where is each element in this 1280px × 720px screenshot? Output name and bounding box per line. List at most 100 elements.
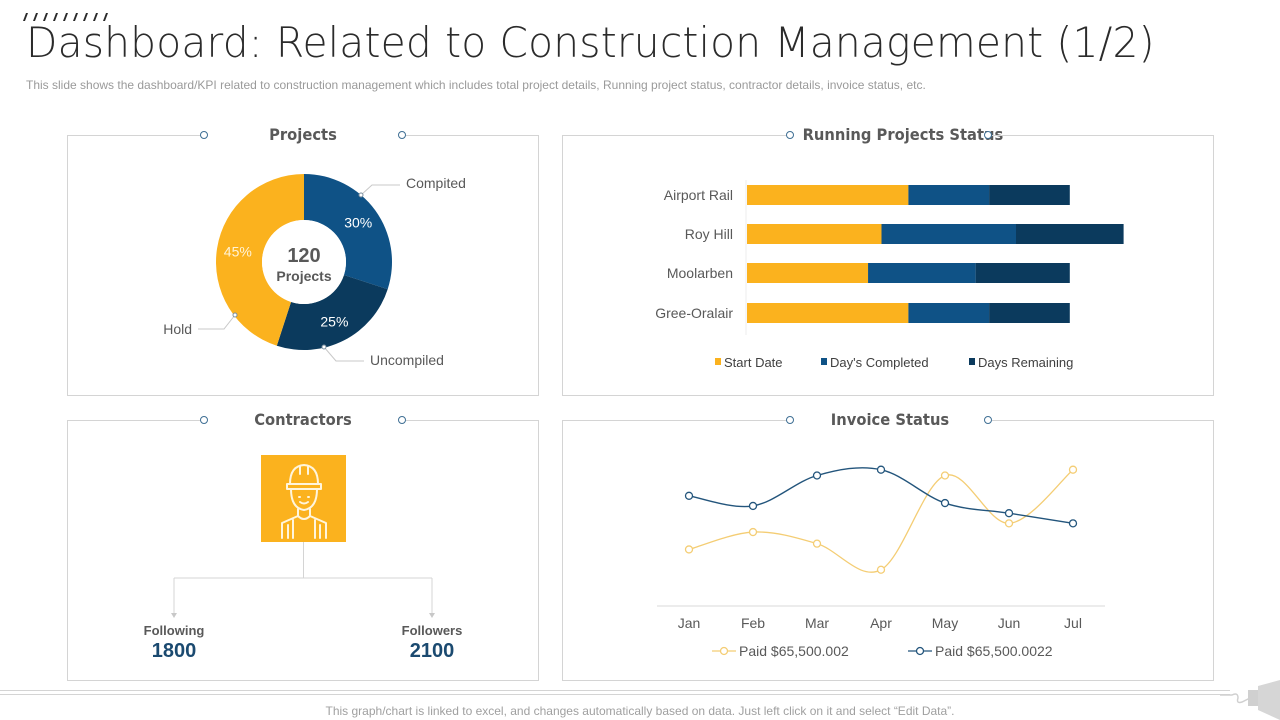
donut-hole — [262, 220, 346, 304]
leader-line — [360, 184, 400, 196]
bar-segment — [747, 224, 882, 244]
legend-label: Day's Completed — [830, 355, 929, 370]
card-title-dot-left — [200, 416, 208, 424]
bar-category-label: Moolarben — [667, 265, 733, 281]
invoice-line-chart: Jan Feb Mar Apr May Jun Jul Paid $65,500.002 Pa… — [657, 465, 1105, 659]
leader-line — [323, 346, 364, 362]
header-stripes — [23, 13, 108, 21]
bar-segment — [747, 185, 909, 205]
footer-note: This graph/chart is linked to excel, and… — [325, 704, 955, 718]
bar-category-label: Roy Hill — [685, 226, 733, 242]
card-title-dot-left — [786, 131, 794, 139]
card-title-dot-right — [984, 416, 992, 424]
card-border-right — [992, 135, 1213, 136]
donut-legend-label: Hold — [163, 321, 192, 337]
legend-label: Paid $65,500.002 — [739, 643, 849, 659]
series-point — [812, 471, 822, 480]
bar-segment — [989, 303, 1070, 323]
running-projects-bar-chart: Airport Rail Roy Hill Moolarben Gree-Oralai… — [655, 180, 1124, 370]
bar-segment — [747, 263, 869, 283]
series-point — [876, 465, 886, 474]
projects-card: Projects 120 Projects 30% Compited 25% Unco… — [67, 125, 539, 396]
x-tick-label: Feb — [741, 615, 765, 631]
leader-dot — [232, 312, 238, 318]
legend-label: Start Date — [724, 355, 783, 370]
legend-label: Days Remaining — [978, 355, 1073, 370]
series-point — [1068, 465, 1078, 474]
card-border-left — [68, 135, 204, 136]
card-title-dot-right — [984, 131, 992, 139]
card-border-left — [563, 420, 787, 421]
series-point — [876, 565, 886, 574]
card-title-dot-left — [786, 416, 794, 424]
card-border-right — [406, 135, 538, 136]
running-projects-title: Running Projects Status — [802, 125, 1004, 144]
donut-slice-value: 25% — [320, 314, 348, 330]
series-point — [684, 545, 694, 554]
donut-slice-value: 45% — [224, 244, 252, 260]
following-label: Following — [144, 623, 205, 638]
donut-center-value: 120 — [287, 245, 320, 267]
legend-marker — [915, 646, 925, 656]
card-border-right — [406, 420, 538, 421]
arrow-down-icon — [171, 613, 177, 618]
series-point — [684, 491, 694, 500]
series-point — [748, 501, 758, 511]
bar-segment — [747, 303, 909, 323]
legend-marker — [719, 646, 729, 656]
donut-legend-label: Compited — [406, 175, 466, 191]
footer-divider — [0, 690, 1230, 691]
donut-legend-label: Uncompiled — [370, 352, 444, 368]
leader-line — [198, 314, 236, 330]
card-title-dot-left — [200, 131, 208, 139]
legend-label: Paid $65,500.0022 — [935, 643, 1053, 659]
bar-segment — [908, 303, 990, 323]
donut-slice-uncompiled — [276, 274, 388, 350]
contractors-card: Contractors Following 1800 Followers 210… — [67, 410, 539, 681]
series-point — [1004, 509, 1014, 518]
bar-segment — [1016, 224, 1124, 244]
donut-slice-hold — [216, 174, 304, 346]
series-line-2 — [688, 467, 1074, 525]
card-title-dot-right — [398, 131, 406, 139]
card-title-dot-right — [398, 416, 406, 424]
invoice-status-title: Invoice Status — [830, 410, 950, 429]
bar-category-label: Gree-Oralair — [655, 305, 733, 321]
following-value: 1800 — [152, 640, 197, 662]
construction-worker-icon — [281, 464, 327, 539]
donut-slice-compited — [304, 174, 392, 290]
followers-label: Followers — [402, 623, 463, 638]
x-tick-label: May — [932, 615, 958, 631]
series-line-1 — [688, 469, 1074, 573]
projects-title: Projects — [269, 125, 337, 144]
donut-center-label: Projects — [276, 268, 331, 284]
card-border-left — [68, 420, 204, 421]
page-subtitle: This slide shows the dashboard/KPI relat… — [26, 78, 926, 92]
plug-icon — [1220, 680, 1280, 720]
contractors-diagram: Following 1800 Followers 2100 — [144, 455, 463, 662]
x-tick-label: Jan — [678, 615, 701, 631]
series-point — [940, 498, 950, 508]
footer-divider — [0, 694, 1230, 695]
bar-segment — [975, 263, 1070, 283]
card-border-right — [992, 420, 1213, 421]
bar-category-label: Airport Rail — [664, 187, 733, 203]
card-border-left — [563, 135, 787, 136]
series-point — [1068, 519, 1078, 528]
x-tick-label: Jun — [998, 615, 1021, 631]
contractor-icon-tile — [261, 455, 346, 542]
arrow-down-icon — [429, 613, 435, 618]
leader-dot — [321, 344, 327, 350]
donut-slice-value: 30% — [344, 215, 372, 231]
series-point — [812, 539, 822, 548]
running-projects-card: Running Projects Status Airport Rail Roy … — [562, 125, 1214, 396]
x-tick-label: Mar — [805, 615, 829, 631]
bar-segment — [868, 263, 976, 283]
x-tick-label: Jul — [1064, 615, 1082, 631]
series-point — [940, 471, 950, 480]
contractors-title: Contractors — [254, 410, 352, 429]
legend-swatch — [821, 358, 827, 365]
x-tick-label: Apr — [870, 615, 892, 631]
projects-donut-chart: 120 Projects 30% Compited 25% Uncompiled 45%… — [163, 174, 466, 368]
series-point — [748, 527, 758, 537]
